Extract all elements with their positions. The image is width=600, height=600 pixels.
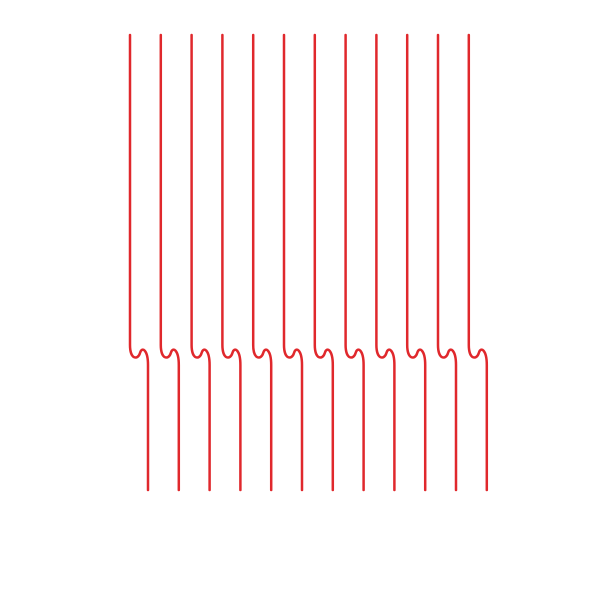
red-line — [159, 33, 181, 492]
red-line — [251, 33, 273, 492]
red-line — [313, 33, 335, 492]
red-line — [436, 33, 458, 492]
red-line — [344, 33, 365, 492]
red-lines — [128, 33, 489, 492]
red-line — [282, 33, 304, 492]
red-line — [221, 33, 242, 492]
red-line — [190, 33, 211, 492]
red-line — [467, 33, 489, 492]
red-line — [375, 33, 396, 492]
red-line — [405, 33, 427, 492]
red-line — [128, 33, 150, 492]
